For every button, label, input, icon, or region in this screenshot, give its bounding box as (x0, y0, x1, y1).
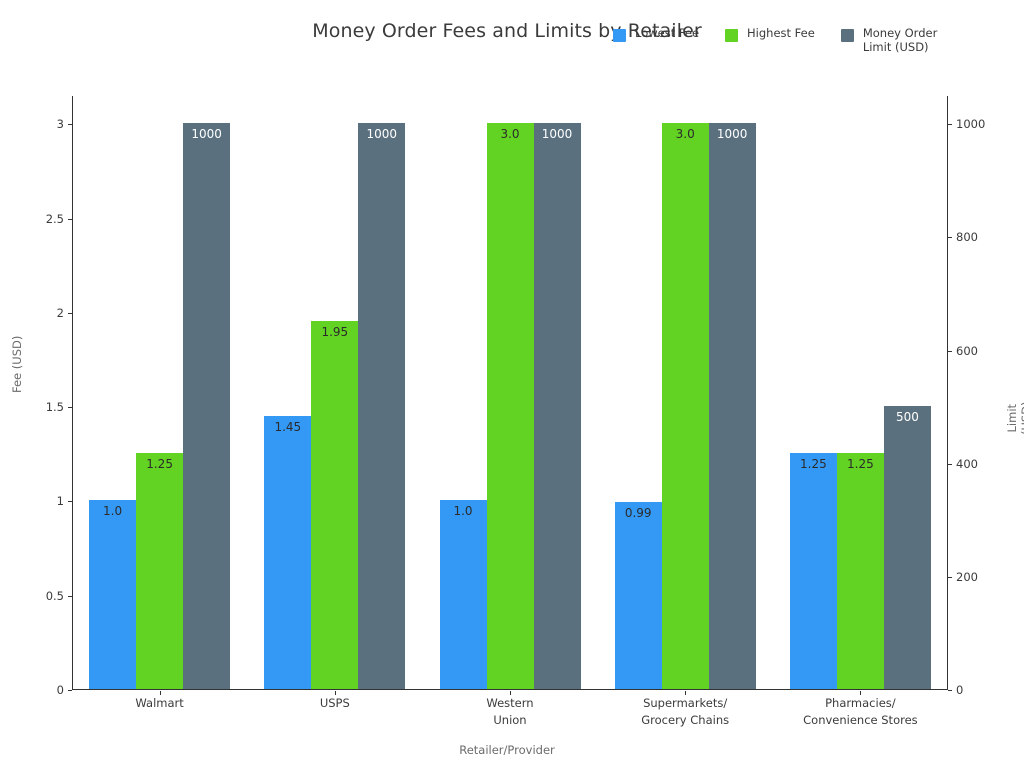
bar[interactable]: 0.99 (614, 502, 662, 689)
x-axis-label: Retailer/Provider (459, 743, 555, 757)
bar-value-label: 1000 (541, 127, 573, 142)
bar-value-label: 1.0 (103, 504, 123, 519)
bar-value-label: 1.25 (847, 457, 874, 472)
legend-item-label: Highest Fee (747, 26, 815, 40)
x-tick-label: Pharmacies/ Convenience Stores (803, 696, 918, 727)
y-tick-label-right: 1000 (956, 117, 986, 132)
bar[interactable]: 3.0 (661, 123, 709, 689)
x-tick-label: Walmart (135, 696, 184, 710)
bar-value-label: 500 (895, 410, 919, 425)
y-tick-label-left: 0.5 (45, 588, 64, 603)
bar-value-label: 3.0 (500, 127, 520, 142)
x-tick-mark (334, 691, 336, 695)
bar-value-label: 1.25 (800, 457, 827, 472)
bar-value-label: 1000 (191, 127, 222, 142)
y-tick-label-left: 1.5 (45, 400, 64, 415)
bar[interactable]: 1.0 (89, 500, 137, 689)
x-tick-mark (159, 691, 161, 695)
y-tick-label-left: 2 (56, 305, 64, 320)
axis-spine-bottom (72, 689, 948, 690)
y-tick-label-left: 3 (56, 117, 64, 132)
y-tick-label-left: 2.5 (45, 211, 64, 226)
bar-value-label: 1.45 (274, 419, 302, 434)
x-tick-mark (510, 691, 511, 695)
axis-spine-right (947, 96, 948, 690)
y-tick-mark-right (948, 124, 952, 126)
bar[interactable]: 1.95 (311, 321, 359, 689)
bar[interactable]: 1.25 (136, 453, 184, 689)
bar[interactable]: 3.0 (486, 123, 534, 689)
y-tick-mark-left (68, 124, 72, 126)
legend-swatch-icon (613, 29, 626, 42)
legend-item-label: Money Order Limit (USD) (862, 26, 938, 54)
y-tick-mark-left (68, 501, 72, 503)
bar-value-label: 1.95 (321, 325, 349, 340)
x-tick-label: Supermarkets/ Grocery Chains (641, 696, 730, 727)
bar[interactable]: 1.0 (439, 500, 487, 689)
legend-item-label: Lowest Fee (635, 26, 700, 40)
chart-legend: Lowest Fee Highest Fee Money Order Limit (… (613, 26, 963, 54)
bar[interactable]: 1.25 (836, 453, 884, 689)
y-tick-label-left: 1 (56, 494, 64, 509)
y-tick-label-right: 600 (956, 343, 978, 358)
y-tick-mark-left (68, 312, 72, 314)
y-axis-left-label: Fee (USD) (10, 335, 24, 393)
bar-value-label: 1.25 (146, 457, 173, 472)
axis-spine-left (72, 96, 73, 690)
y-tick-mark-right (948, 576, 952, 578)
y-tick-label-right: 200 (956, 569, 978, 584)
legend-item[interactable]: Lowest Fee (613, 26, 699, 42)
bar-value-label: 1000 (716, 127, 748, 142)
bar-value-label: 3.0 (675, 127, 695, 142)
y-tick-label-right: 400 (956, 456, 978, 471)
y-tick-mark-right (948, 463, 952, 465)
legend-swatch-icon (840, 29, 854, 42)
x-tick-mark (685, 691, 687, 695)
y-tick-mark-left (68, 218, 72, 220)
bar[interactable]: 500 (883, 406, 931, 689)
y-tick-mark-left (68, 690, 72, 691)
bar[interactable]: 1000 (533, 123, 581, 689)
y-tick-label-left: 0 (56, 683, 64, 697)
y-tick-mark-left (68, 595, 72, 597)
bar[interactable]: 1000 (358, 123, 406, 689)
bar[interactable]: 1.25 (789, 453, 837, 689)
bar[interactable]: 1000 (183, 123, 231, 689)
y-tick-label-right: 800 (956, 230, 978, 245)
bar-value-label: 1.0 (453, 504, 473, 519)
legend-swatch-icon (725, 29, 739, 42)
y-tick-mark-left (68, 407, 72, 409)
bar[interactable]: 1000 (708, 123, 756, 689)
x-axis-ticks: Walmart USPS Western Union Supermarkets/ Gr… (72, 691, 948, 741)
legend-item[interactable]: Highest Fee (725, 26, 815, 42)
y-tick-mark-right (948, 237, 952, 239)
y-tick-mark-right (948, 350, 952, 352)
bar-value-label: 0.99 (624, 506, 652, 521)
legend-item[interactable]: Money Order Limit (USD) (840, 26, 938, 54)
x-tick-label: Western Union (486, 696, 534, 727)
x-tick-label: USPS (319, 696, 350, 710)
y-tick-mark-right (948, 690, 952, 691)
y-axis-right-label: Limit (USD) (1005, 401, 1024, 435)
y-tick-label-right: 0 (956, 683, 964, 697)
plot-area: 0 0.5 1 1.5 2 2.5 3 0 200 400 600 800 1000 1.0 1.45 1… (46, 96, 985, 697)
bar[interactable]: 1.45 (264, 415, 312, 689)
bar-value-label: 1000 (366, 127, 398, 142)
x-tick-mark (860, 691, 862, 695)
chart-title: Money Order Fees and Limits by Retailer (312, 20, 702, 42)
